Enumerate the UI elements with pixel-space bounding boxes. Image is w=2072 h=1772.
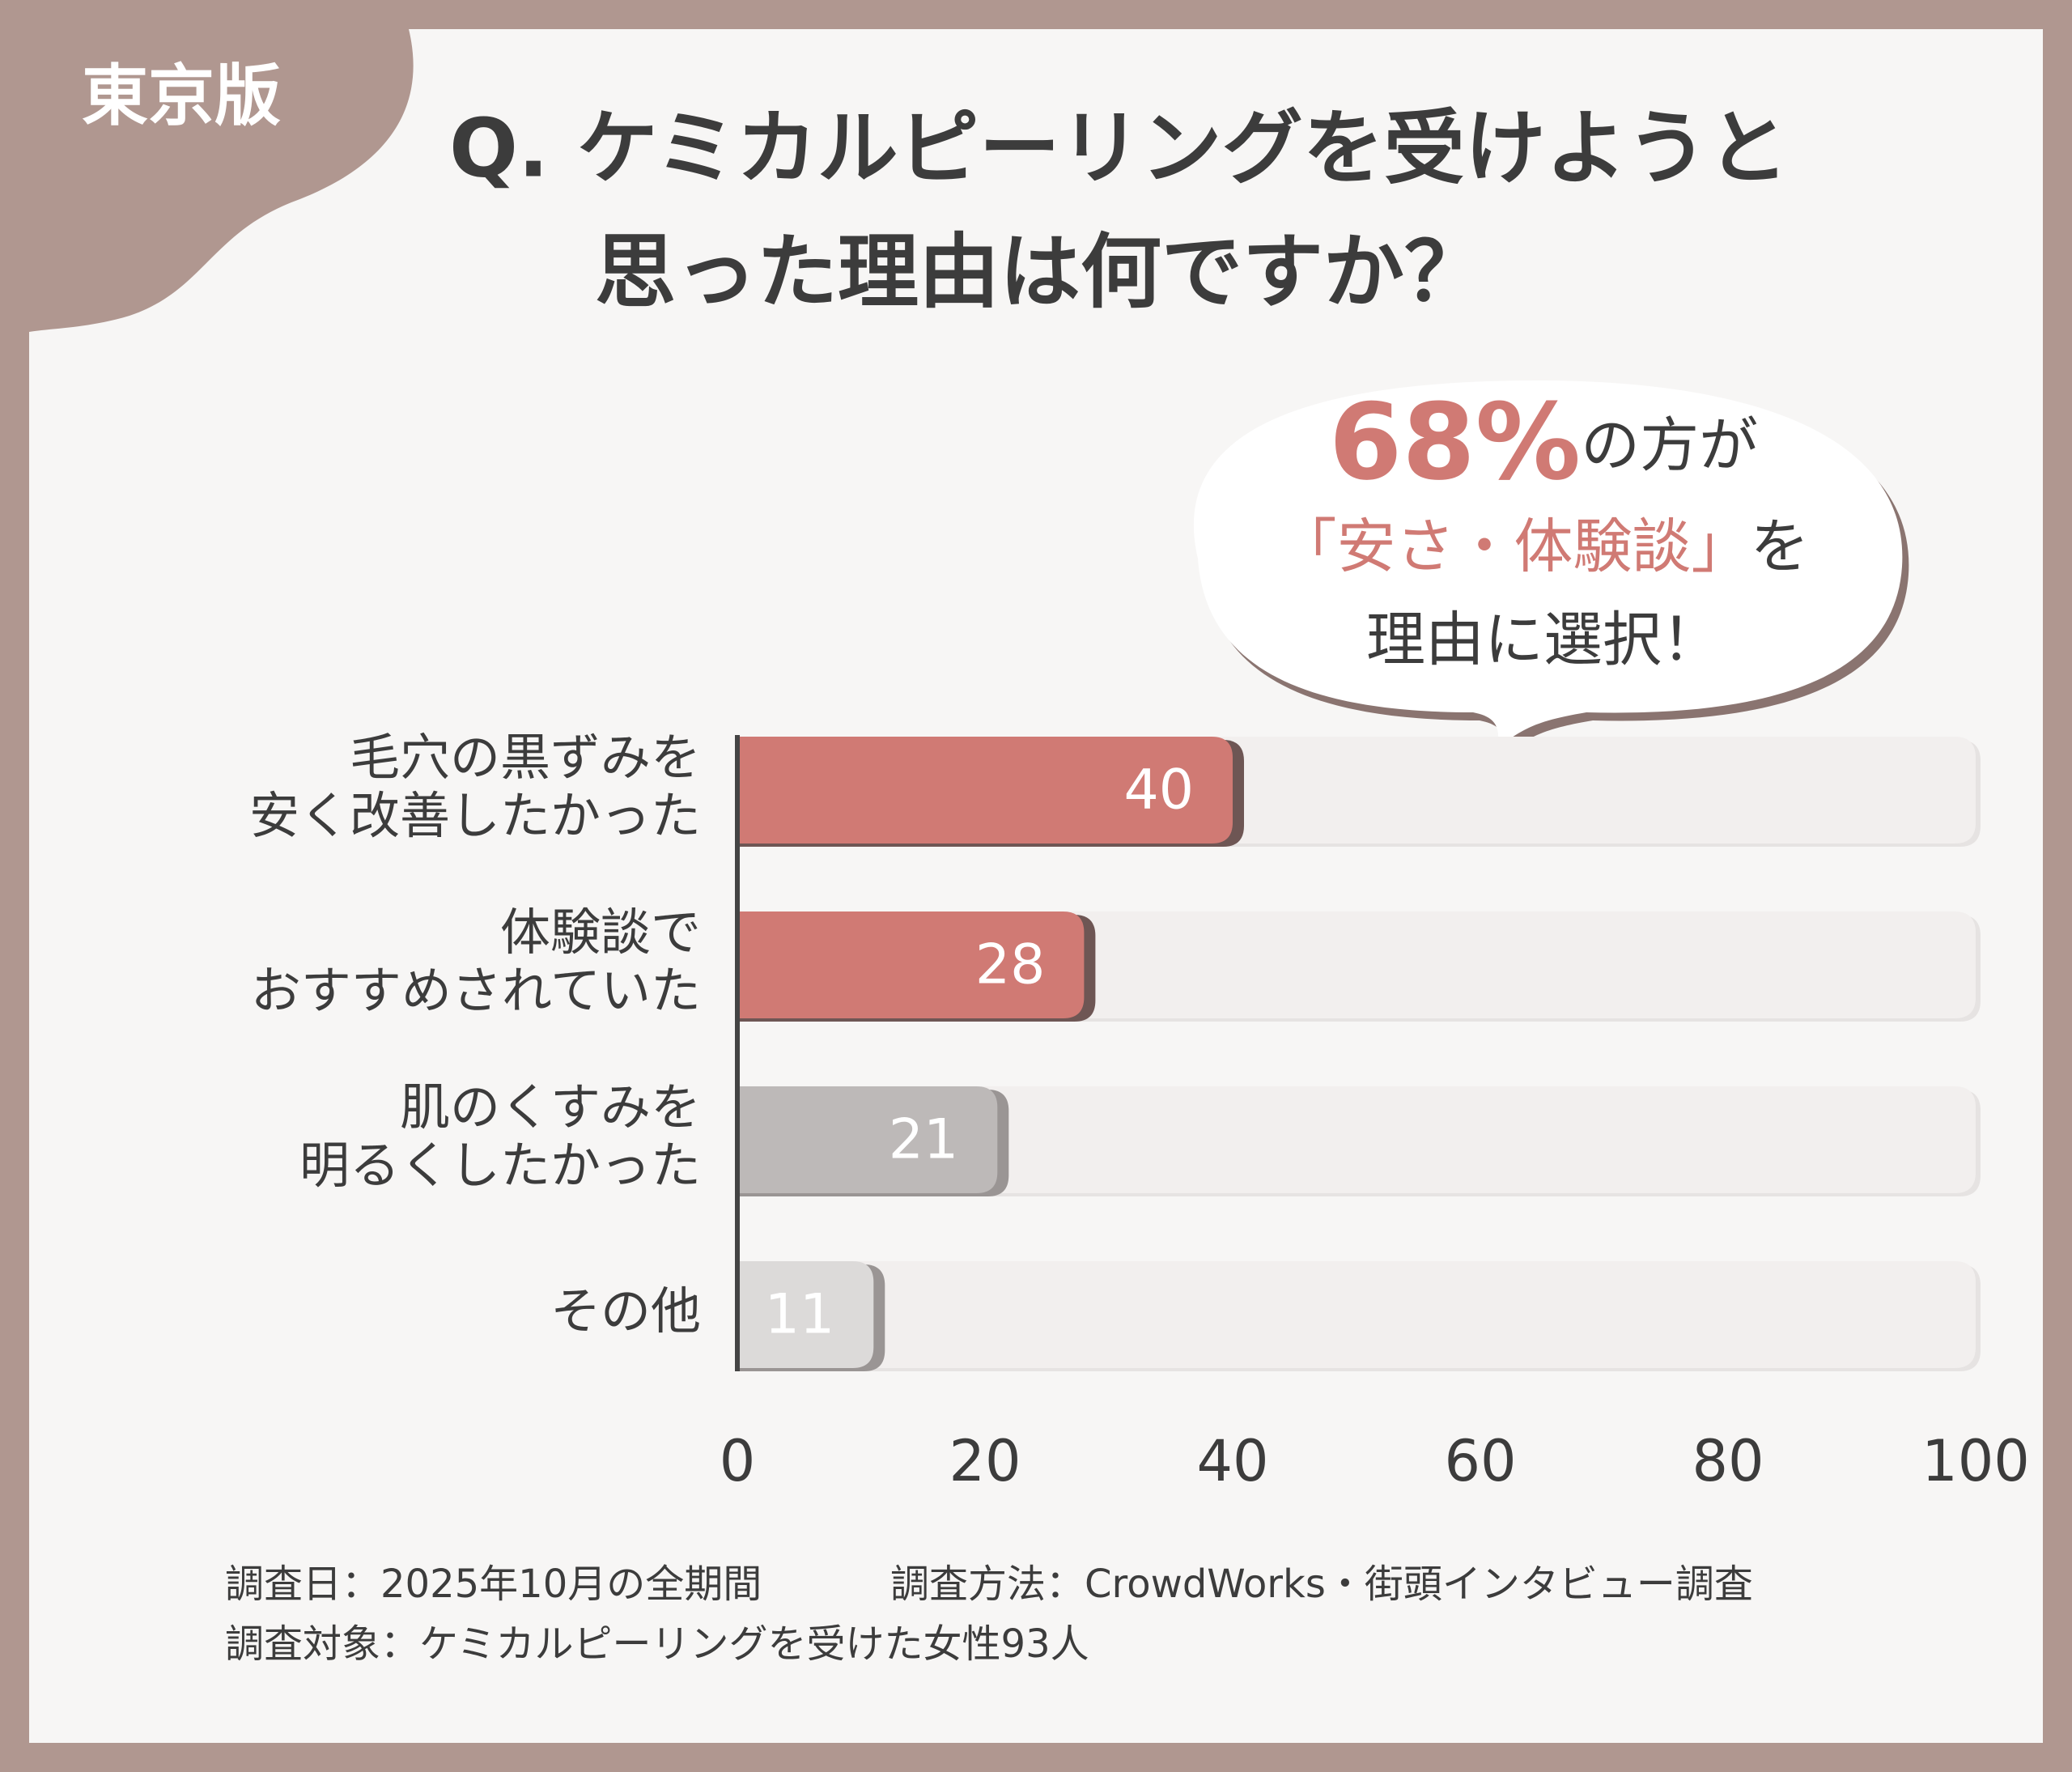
bar-track: [737, 1086, 1976, 1193]
bar: [737, 1086, 998, 1193]
title-line: Q. ケミカルピーリングを受けようと: [449, 100, 1789, 195]
y-tick-label: 毛穴の黒ずみを安く改善したかった: [249, 728, 701, 845]
bar: [737, 737, 1233, 844]
x-tick-label: 80: [1692, 1428, 1764, 1494]
callout-line: 68%の方が: [1329, 380, 1758, 504]
x-tick-label: 0: [720, 1428, 756, 1494]
callout-line: 理由に選択！: [1366, 606, 1721, 674]
callout-text: 理由に選択！: [1366, 606, 1721, 674]
badge: 東京版: [82, 57, 281, 134]
bar: [737, 911, 1085, 1018]
footnote: 調査日：2025年10月の全期間: [225, 1562, 762, 1607]
footnote: 調査対象：ケミカルピーリングを受けた女性93人: [225, 1621, 1089, 1667]
y-tick-label: 体験談でおすすめされていた: [251, 903, 701, 1020]
callout-text: 「安さ・体験談」: [1278, 512, 1751, 581]
x-tick-label: 20: [949, 1428, 1021, 1494]
bar: [737, 1261, 874, 1368]
callout-line: 「安さ・体験談」を: [1278, 512, 1810, 581]
value-label: 28: [975, 933, 1046, 997]
bar-track: [737, 1261, 1976, 1368]
callout-text: を: [1751, 512, 1810, 581]
y-tick-label: その他: [550, 1281, 701, 1341]
callout-bubble: [1193, 380, 1909, 818]
callout-text: の方が: [1581, 411, 1758, 480]
value-label: 40: [1123, 759, 1194, 822]
title-line: 思った理由は何ですか？: [595, 224, 1485, 319]
x-tick-label: 40: [1196, 1428, 1268, 1494]
callout-text: 68%: [1329, 380, 1581, 504]
x-tick-label: 60: [1444, 1428, 1516, 1494]
value-label: 11: [765, 1283, 835, 1347]
value-label: 21: [889, 1108, 959, 1172]
footnote: 調査方法：CrowdWorks・街頭インタビュー調査: [890, 1562, 1753, 1607]
badge-shape: [29, 29, 414, 332]
x-tick-label: 100: [1921, 1428, 2030, 1494]
y-tick-label: 肌のくすみを明るくしたかった: [299, 1077, 701, 1195]
panel: [29, 29, 2043, 1743]
